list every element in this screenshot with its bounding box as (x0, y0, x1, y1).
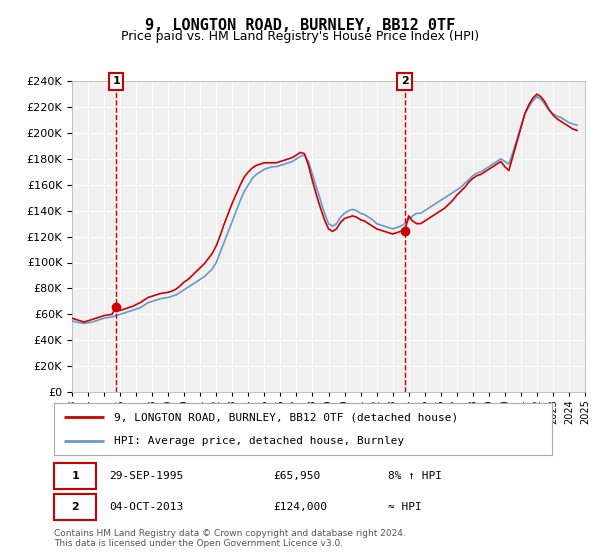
Text: 9, LONGTON ROAD, BURNLEY, BB12 0TF: 9, LONGTON ROAD, BURNLEY, BB12 0TF (145, 18, 455, 33)
FancyBboxPatch shape (54, 463, 97, 489)
Text: 04-OCT-2013: 04-OCT-2013 (109, 502, 183, 512)
Text: £124,000: £124,000 (273, 502, 327, 512)
Text: 1: 1 (112, 76, 120, 86)
Text: £65,950: £65,950 (273, 471, 320, 481)
Text: 2: 2 (401, 76, 409, 86)
Text: 9, LONGTON ROAD, BURNLEY, BB12 0TF (detached house): 9, LONGTON ROAD, BURNLEY, BB12 0TF (deta… (114, 412, 458, 422)
FancyBboxPatch shape (54, 494, 97, 520)
Text: 2: 2 (71, 502, 79, 512)
Text: ≈ HPI: ≈ HPI (388, 502, 421, 512)
Text: 1: 1 (71, 471, 79, 481)
Text: Price paid vs. HM Land Registry's House Price Index (HPI): Price paid vs. HM Land Registry's House … (121, 30, 479, 43)
Text: HPI: Average price, detached house, Burnley: HPI: Average price, detached house, Burn… (114, 436, 404, 446)
Text: 8% ↑ HPI: 8% ↑ HPI (388, 471, 442, 481)
Text: Contains HM Land Registry data © Crown copyright and database right 2024.
This d: Contains HM Land Registry data © Crown c… (54, 529, 406, 548)
Text: 29-SEP-1995: 29-SEP-1995 (109, 471, 183, 481)
